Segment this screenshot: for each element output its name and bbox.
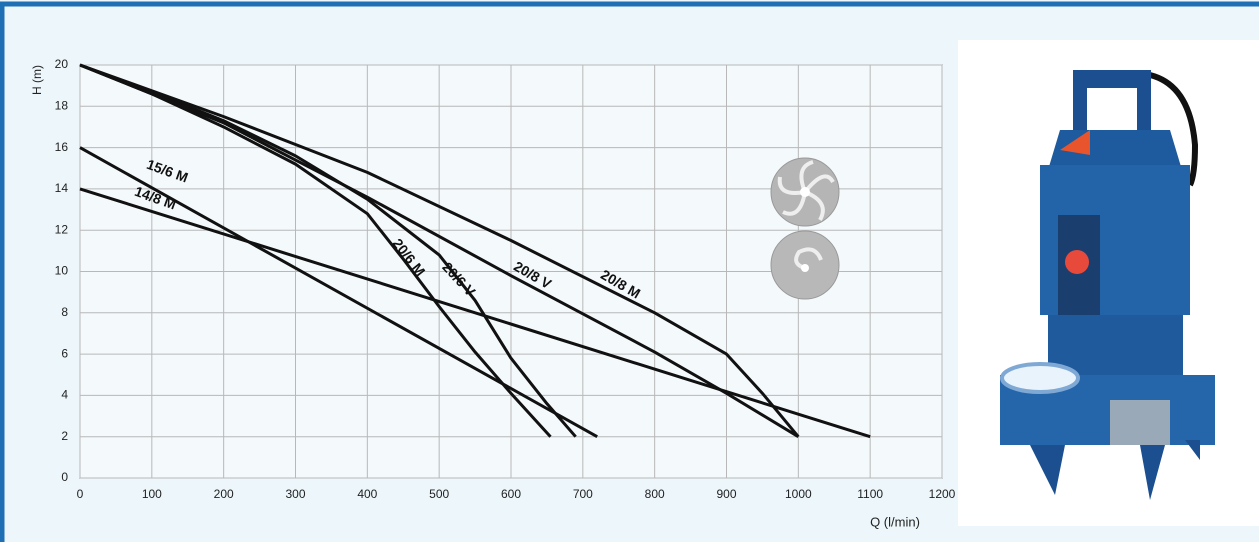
curve: [79, 63, 552, 438]
pump-image: [958, 40, 1259, 526]
curve: [79, 63, 577, 438]
curve: [79, 146, 598, 439]
x-tick-label: 400: [357, 487, 377, 501]
y-tick-label: 20: [55, 57, 69, 71]
x-tick-label: 0: [77, 487, 84, 501]
y-axis-label: H (m): [30, 65, 44, 95]
x-tick-label: 200: [214, 487, 234, 501]
x-tick-label: 300: [285, 487, 305, 501]
x-tick-label: 800: [645, 487, 665, 501]
curve: [79, 63, 800, 438]
y-tick-label: 6: [61, 346, 68, 360]
x-tick-label: 600: [501, 487, 521, 501]
y-tick-label: 4: [61, 388, 68, 402]
y-tick-label: 8: [61, 305, 68, 319]
x-tick-label: 1100: [857, 487, 883, 501]
curve: [79, 187, 871, 439]
y-tick-label: 12: [55, 222, 69, 236]
x-tick-label: 1000: [785, 487, 812, 501]
x-axis-label: Q (l/min): [870, 514, 920, 529]
y-tick-label: 16: [55, 140, 69, 154]
x-tick-label: 1200: [929, 487, 956, 501]
x-tick-label: 900: [716, 487, 736, 501]
x-tick-label: 500: [429, 487, 449, 501]
y-tick-label: 0: [61, 470, 68, 484]
curve: [79, 63, 800, 438]
y-tick-label: 18: [55, 98, 69, 112]
y-tick-label: 10: [55, 264, 69, 278]
x-tick-label: 100: [142, 487, 162, 501]
x-tick-label: 700: [573, 487, 593, 501]
y-tick-label: 2: [61, 429, 68, 443]
y-tick-label: 14: [55, 181, 69, 195]
impeller-icons: [770, 157, 840, 300]
